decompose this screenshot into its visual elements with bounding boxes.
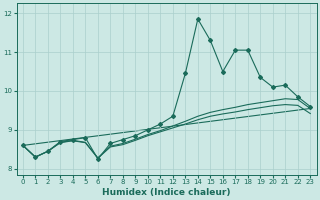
X-axis label: Humidex (Indice chaleur): Humidex (Indice chaleur)	[102, 188, 231, 197]
